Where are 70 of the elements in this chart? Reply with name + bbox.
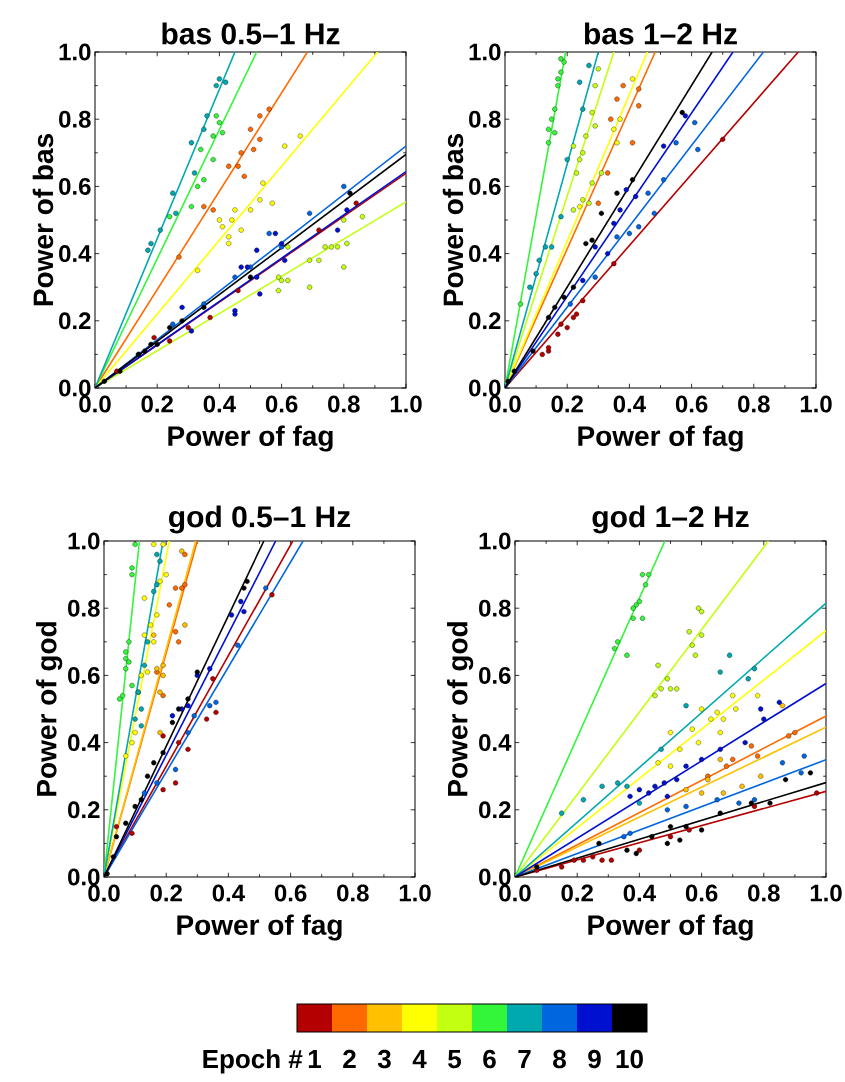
y-tick-label: 0.6 [59, 177, 91, 195]
y-tick-label: 0.8 [479, 599, 511, 617]
x-tick-label: 1.0 [390, 395, 422, 413]
y-tick-label: 0.0 [469, 379, 501, 397]
legend-label: 3 [377, 1049, 391, 1069]
y-tick-label: 0.8 [59, 110, 91, 128]
y-tick-label: 1.0 [469, 43, 501, 61]
y-tick-label: 1.0 [68, 532, 100, 550]
y-tick-label: 0.0 [479, 868, 511, 886]
x-axis-title: Power of fag [578, 425, 743, 452]
legend-label: 9 [588, 1049, 601, 1069]
x-tick-label: 1.0 [399, 884, 431, 902]
legend-label: 7 [518, 1050, 531, 1069]
x-tick-label: 0.6 [274, 884, 307, 902]
chart-title: bas 0.5–1 Hz [162, 22, 340, 45]
y-axis-title: Power of bas [442, 134, 464, 306]
legend-label: 8 [553, 1049, 566, 1069]
x-tick-label: 1.0 [810, 884, 842, 902]
x-tick-label: 0.8 [738, 395, 770, 413]
x-tick-label: 0.8 [337, 884, 369, 902]
x-tick-label: 0.4 [623, 884, 656, 902]
x-tick-label: 0.0 [499, 884, 531, 902]
x-tick-label: 0.8 [748, 884, 780, 902]
y-tick-label: 0.6 [469, 177, 501, 195]
y-tick-label: 1.0 [479, 532, 511, 550]
legend-label: 2 [343, 1049, 356, 1069]
y-tick-label: 0.2 [59, 312, 91, 330]
legend-label: 1 [308, 1050, 322, 1069]
y-tick-label: 0.4 [59, 245, 92, 263]
x-tick-label: 0.4 [212, 884, 245, 902]
y-tick-label: 0.2 [479, 801, 511, 819]
y-axis-title: Power of god [36, 622, 63, 796]
y-tick-label: 0.4 [469, 245, 502, 263]
x-tick-label: 0.4 [203, 395, 236, 413]
legend-label: 4 [412, 1050, 427, 1069]
y-tick-label: 1.0 [59, 43, 91, 61]
legend-label: 6 [483, 1049, 496, 1069]
x-tick-label: 0.6 [685, 884, 718, 902]
y-tick-label: 0.2 [68, 801, 100, 819]
x-tick-label: 0.6 [265, 395, 298, 413]
y-tick-label: 0.6 [479, 666, 511, 684]
x-tick-label: 0.6 [675, 395, 708, 413]
y-tick-label: 0.4 [479, 734, 512, 752]
y-tick-label: 0.6 [68, 666, 100, 684]
x-tick-label: 0.0 [88, 884, 120, 902]
chart-title: god 0.5–1 Hz [169, 505, 351, 534]
x-tick-label: 0.2 [551, 395, 583, 413]
y-tick-label: 0.8 [469, 110, 501, 128]
x-axis-title: Power of fag [588, 914, 753, 941]
y-tick-label: 0.8 [68, 599, 100, 617]
x-tick-label: 0.8 [328, 395, 360, 413]
y-tick-label: 0.4 [68, 734, 101, 752]
y-axis-title: Power of god [447, 622, 474, 796]
x-tick-label: 0.2 [141, 395, 173, 413]
legend-label: 5 [448, 1050, 462, 1069]
chart-title: bas 1–2 Hz [584, 22, 737, 45]
x-tick-label: 0.0 [79, 395, 111, 413]
y-tick-label: 0.0 [59, 379, 91, 397]
y-axis-title: Power of bas [32, 134, 54, 306]
x-tick-label: 0.4 [613, 395, 646, 413]
legend-label: 10 [616, 1049, 643, 1069]
legend-title: Epoch # [203, 1049, 303, 1074]
x-axis-title: Power of fag [168, 425, 333, 452]
x-tick-label: 1.0 [800, 395, 832, 413]
x-tick-label: 0.2 [561, 884, 593, 902]
y-tick-label: 0.2 [469, 312, 501, 330]
x-axis-title: Power of fag [177, 914, 342, 941]
x-tick-label: 0.2 [150, 884, 182, 902]
chart-title: god 1–2 Hz [592, 505, 749, 534]
y-tick-label: 0.0 [68, 868, 100, 886]
